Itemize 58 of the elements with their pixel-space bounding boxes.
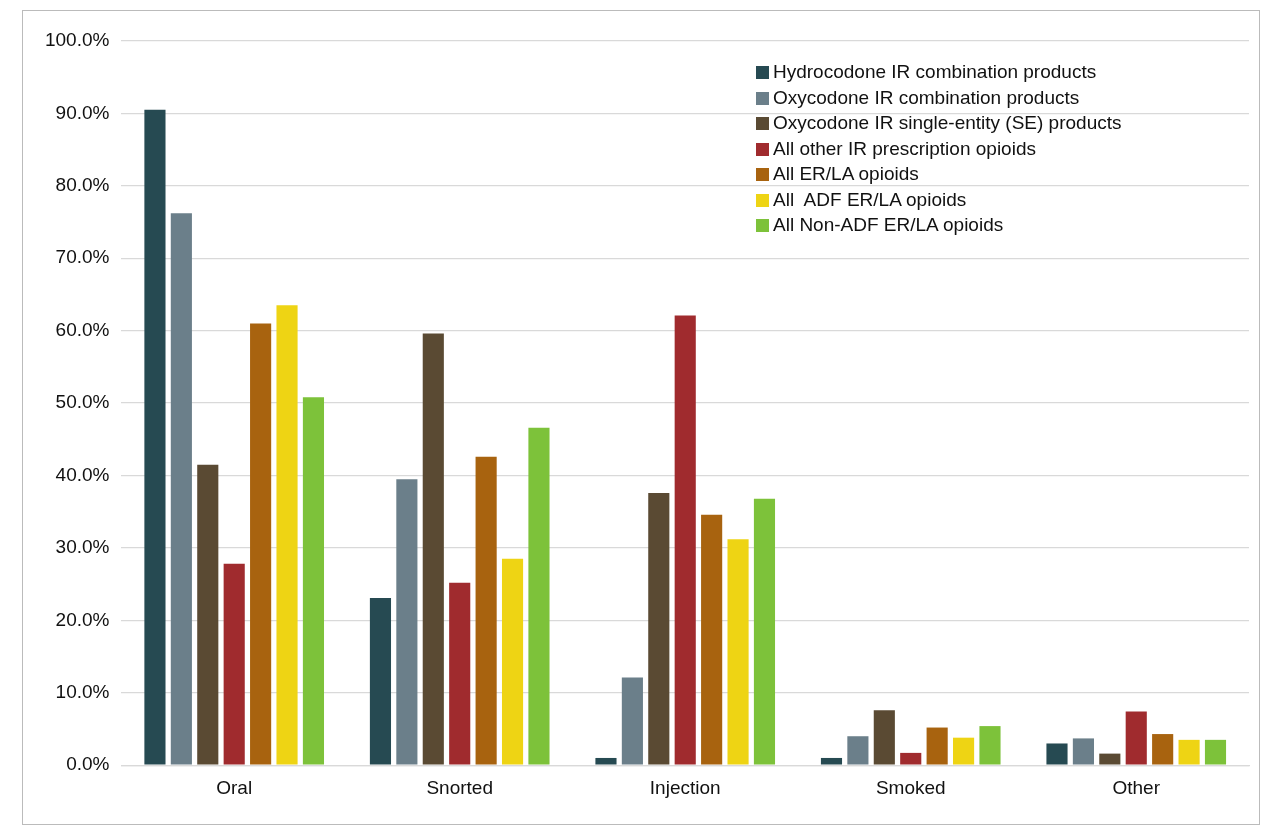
x-tick-label: Smoked: [875, 776, 946, 798]
bar: [873, 710, 895, 765]
y-tick-label: 100.0%: [44, 29, 110, 51]
legend-label: All ER/LA opioids: [773, 163, 919, 184]
bar: [170, 213, 192, 765]
legend-label: All Non-ADF ER/LA opioids: [773, 214, 1004, 235]
bar: [621, 677, 643, 765]
bar: [727, 539, 749, 765]
legend-label: Hydrocodone IR combination products: [773, 61, 1097, 82]
bar: [1204, 739, 1227, 765]
bar: [847, 736, 869, 765]
y-tick-label: 30.0%: [55, 536, 110, 558]
y-tick-label: 20.0%: [55, 608, 110, 630]
x-tick-label: Other: [1112, 776, 1161, 798]
bar: [302, 397, 325, 765]
bar: [197, 464, 219, 765]
y-tick-label: 10.0%: [55, 681, 110, 703]
x-tick-label: Injection: [649, 776, 721, 798]
legend-label: Oxycodone IR single-entity (SE) products: [773, 112, 1122, 133]
bar: [1072, 738, 1094, 765]
bar: [528, 427, 550, 765]
bar: [1099, 753, 1121, 765]
bar: [422, 333, 444, 765]
bar: [1046, 743, 1068, 765]
bar: [449, 582, 471, 765]
y-tick-label: 70.0%: [55, 246, 110, 268]
y-tick-label: 60.0%: [55, 318, 110, 340]
x-tick-label: Snorted: [426, 776, 493, 798]
bar: [369, 597, 392, 765]
bar: [144, 109, 166, 765]
bar: [223, 563, 245, 765]
y-tick-label: 90.0%: [55, 101, 110, 123]
x-tick-label: Oral: [216, 776, 253, 798]
bar: [753, 498, 776, 765]
legend-label: All ADF ER/LA opioids: [773, 188, 967, 210]
bar: [475, 456, 497, 765]
legend-label: All other IR prescription opioids: [773, 137, 1036, 159]
bar: [276, 305, 298, 765]
bar: [1178, 739, 1200, 765]
y-tick-label: 40.0%: [55, 463, 110, 485]
bar: [820, 757, 843, 765]
bar: [900, 752, 922, 765]
bar: [501, 558, 524, 765]
bar: [648, 492, 670, 765]
bar: [953, 737, 975, 765]
bar: [926, 727, 948, 765]
bar: [674, 315, 696, 765]
bar: [701, 514, 723, 765]
y-tick-label: 80.0%: [55, 174, 110, 196]
bar: [1125, 711, 1147, 765]
legend-label: Oxycodone IR combination products: [773, 86, 1080, 108]
bar: [595, 757, 617, 765]
bar: [250, 323, 272, 765]
bar: [396, 479, 418, 765]
bar: [979, 726, 1001, 765]
y-tick-label: 0.0%: [66, 753, 110, 775]
bar: [1152, 734, 1174, 765]
y-tick-label: 50.0%: [55, 391, 110, 413]
